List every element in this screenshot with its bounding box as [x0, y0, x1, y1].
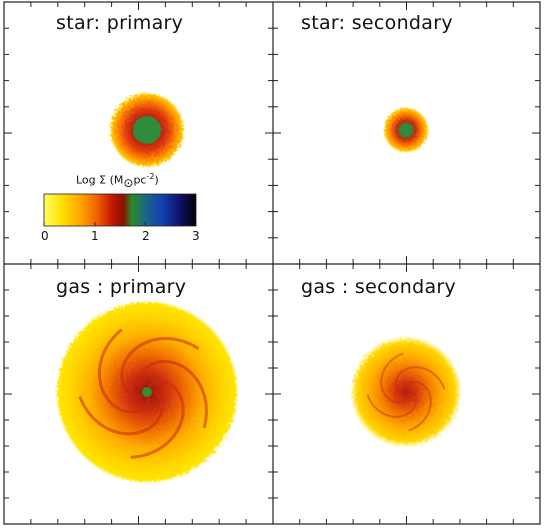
gas-primary-distribution [55, 300, 239, 484]
spiral-arm [394, 366, 446, 393]
figure-frame [3, 1, 541, 525]
spiral-arm [97, 328, 151, 414]
colorbar-tick-label: 1 [91, 229, 99, 243]
colorbar-title-suffix: ) [154, 173, 159, 187]
gas-secondary-distribution [350, 336, 462, 448]
colorbar-title-exponent: -2 [146, 172, 155, 181]
star-primary-distribution [109, 92, 185, 168]
spiral-arm [138, 359, 209, 429]
colorbar-title: Log Σ (M⊙pc-2) [76, 172, 159, 190]
sun-symbol: ⊙ [123, 175, 134, 190]
star-secondary-distribution [383, 107, 429, 153]
spiral-arm [366, 391, 418, 418]
colorbar [43, 193, 197, 227]
colorbar-tick-label: 2 [142, 229, 150, 243]
colorbar-tick-label: 0 [41, 229, 49, 243]
panel-label-gas-primary: gas : primary [56, 276, 187, 298]
spiral-arm [120, 336, 200, 398]
colorbar-ramp [43, 193, 197, 227]
colorbar-title-unit: pc [133, 173, 147, 187]
colorbar-title-prefix: Log Σ (M [76, 173, 124, 187]
axis-ticks [4, 2, 540, 524]
spiral-arm [78, 390, 164, 436]
spiral-arm [130, 379, 185, 459]
colorbar-tick-label: 3 [192, 229, 200, 243]
panel-label-star-secondary: star: secondary [301, 12, 453, 34]
spiral-arm [405, 380, 432, 432]
spiral-arm [380, 352, 407, 404]
panel-label-star-primary: star: primary [56, 12, 184, 34]
panel-label-gas-secondary: gas : secondary [301, 276, 457, 298]
